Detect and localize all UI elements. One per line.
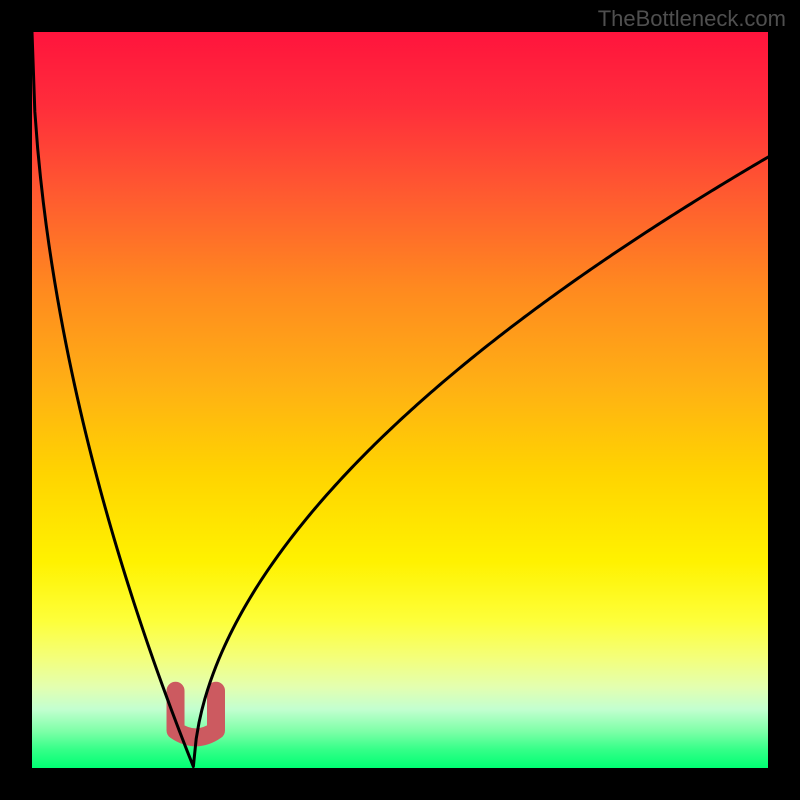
chart-panel — [32, 32, 768, 768]
chart-root: TheBottleneck.com — [0, 0, 800, 800]
watermark-text: TheBottleneck.com — [598, 6, 786, 32]
gradient-background — [32, 32, 768, 768]
